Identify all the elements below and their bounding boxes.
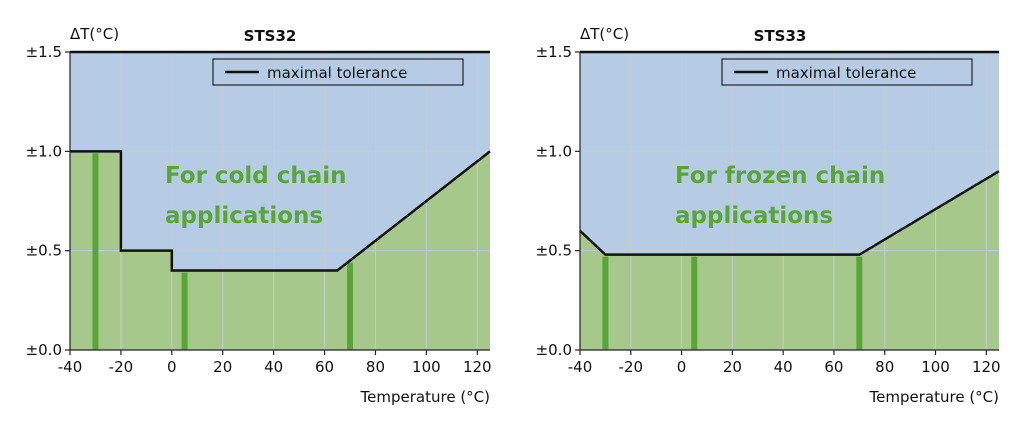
chart-title: STS32 [244,27,297,45]
tolerance-line [70,150,491,272]
y-tick-label: ±0.0 [26,341,62,359]
x-tick-label: 80 [875,358,894,376]
legend: maximal tolerance [721,58,973,86]
annotation-line: applications [165,203,323,229]
x-tick-label: 80 [366,358,385,376]
y-tick-label: ±0.5 [536,242,572,260]
x-tick-label: 0 [167,358,177,376]
annotation-line: For cold chain [165,163,347,189]
y-tick-label: ±1.5 [536,43,572,61]
x-tick-label: 60 [315,358,334,376]
x-tick-label: 20 [723,358,742,376]
y-tick-label: ±0.0 [536,341,572,359]
y-tick-label: ±1.0 [536,142,572,160]
annotation-line: For frozen chain [675,163,885,189]
x-tick-label: 60 [824,358,843,376]
x-axis-label: Temperature (°C) [360,388,490,406]
x-tick-label: -40 [568,358,593,376]
tolerance-area [70,151,490,350]
legend-label: maximal tolerance [776,64,916,82]
x-tick-label: -20 [109,358,134,376]
x-tick-label: -20 [619,358,644,376]
x-tick-label: 120 [463,358,492,376]
y-tick-label: ±1.5 [26,43,62,61]
x-tick-label: 100 [412,358,441,376]
x-tick-label: 100 [921,358,950,376]
x-tick-label: 40 [264,358,283,376]
y-axis-label: ΔT(°C) [580,25,629,43]
x-tick-label: -40 [58,358,83,376]
legend-box [212,58,464,86]
chart-title: STS33 [754,27,807,45]
legend: maximal tolerance [212,58,464,86]
tolerance-area [580,171,999,350]
annotation-line: applications [675,203,833,229]
tolerance-line [579,170,1000,256]
x-tick-label: 120 [972,358,1001,376]
x-tick-label: 0 [677,358,687,376]
chart-panel-sts32: ±0.0 ±0.5 ±1.0 ±1.5 -40 -20 0 20 40 60 80 100 120 ΔT(… [26,25,492,406]
chart-panel-sts33: ±0.0 ±0.5 ±1.0 ±1.5 -40 -20 0 20 40 60 80 100 120 ΔT(… [536,25,1001,406]
x-tick-label: 40 [774,358,793,376]
x-tick-label: 20 [213,358,232,376]
y-axis-label: ΔT(°C) [70,25,119,43]
legend-label: maximal tolerance [267,64,407,82]
y-tick-label: ±1.0 [26,142,62,160]
x-axis-label: Temperature (°C) [869,388,999,406]
y-tick-label: ±0.5 [26,242,62,260]
